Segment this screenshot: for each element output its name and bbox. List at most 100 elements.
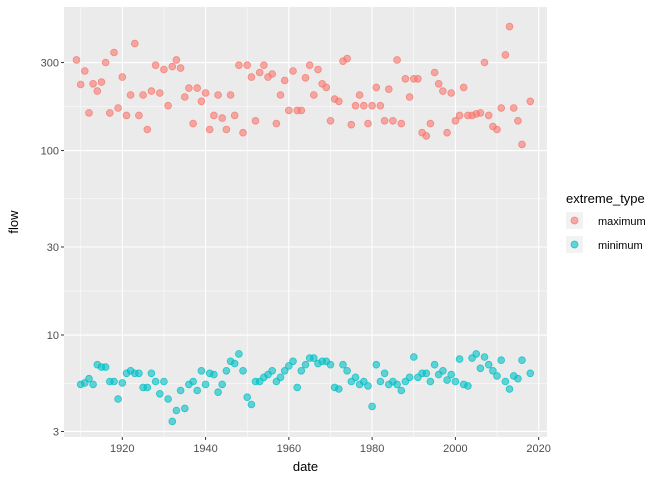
point-minimum [218,380,227,389]
point-maximum [205,125,214,134]
point-minimum [426,377,435,386]
point-maximum [93,87,102,95]
point-minimum [276,373,285,382]
point-minimum [326,360,335,369]
point-minimum [172,406,181,415]
point-maximum [131,39,139,48]
point-minimum [514,374,522,383]
point-maximum [193,84,202,92]
point-minimum [239,366,247,375]
y-axis: 3 10 30 100 300 [41,58,64,438]
point-maximum [343,54,351,63]
point-maximum [147,87,156,95]
point-minimum [480,353,489,361]
point-maximum [439,87,447,95]
point-maximum [168,62,177,71]
point-maximum [197,97,206,106]
point-maximum [351,101,360,110]
point-maximum [397,119,406,128]
point-minimum [284,362,293,370]
point-maximum [135,111,143,120]
point-maximum [126,91,135,99]
grid-major [64,7,547,437]
point-maximum [85,109,93,117]
point-maximum [272,119,281,128]
point-maximum [364,119,372,128]
point-minimum [455,355,464,363]
point-minimum [526,369,535,378]
point-minimum [393,380,401,389]
point-maximum [434,80,443,88]
point-minimum [443,376,451,384]
point-maximum [143,125,152,134]
x-axis-title: date [293,459,318,474]
point-maximum [176,64,185,72]
point-maximum [222,125,231,134]
point-maximum [526,97,535,106]
point-maximum [97,78,106,86]
point-maximum [359,101,368,110]
point-maximum [214,91,222,99]
point-minimum [143,383,152,392]
point-maximum [476,109,485,117]
point-maximum [110,48,118,57]
point-minimum [422,369,431,378]
point-maximum [118,73,127,81]
point-maximum [384,85,393,93]
point-maximum [255,68,264,77]
point-maximum [422,132,431,140]
x-tick-label: 2020 [526,443,550,455]
point-maximum [426,119,435,128]
point-minimum [464,382,472,390]
point-minimum [164,395,172,403]
point-minimum [181,404,189,413]
point-minimum [334,385,343,393]
point-minimum [151,377,160,386]
y-tick-label: 30 [47,242,59,254]
point-maximum [276,91,285,99]
point-maximum [164,101,172,110]
point-maximum [247,73,256,81]
point-maximum [181,93,189,101]
point-minimum [493,372,501,380]
point-maximum [401,75,410,83]
point-minimum [309,354,318,362]
point-maximum [189,119,197,128]
point-minimum [193,386,202,395]
point-minimum [230,359,239,368]
point-maximum [101,58,110,67]
point-maximum [218,114,227,122]
point-maximum [355,91,364,99]
point-minimum [297,366,306,375]
point-maximum [260,61,268,69]
point-minimum [430,360,439,369]
y-tick-label: 300 [41,58,59,70]
point-maximum [455,111,464,120]
point-maximum [268,70,277,78]
point-minimum [472,350,481,358]
point-maximum [497,104,506,112]
legend-marker-minimum [570,240,579,249]
point-maximum [72,56,81,64]
point-maximum [81,67,89,75]
point-minimum [351,373,360,382]
point-maximum [289,67,297,75]
point-maximum [172,56,181,64]
point-minimum [247,400,256,409]
point-minimum [168,417,177,426]
point-maximum [389,117,397,125]
point-minimum [268,366,277,375]
point-minimum [343,366,351,375]
point-minimum [222,366,231,375]
y-axis-title: flow [6,210,21,234]
point-minimum [135,369,143,378]
x-tick-label: 1940 [193,443,217,455]
point-minimum [451,377,460,386]
point-minimum [197,366,206,375]
point-minimum [235,350,243,358]
point-maximum [326,117,335,125]
point-minimum [501,377,510,386]
point-maximum [122,111,131,120]
point-maximum [284,106,293,115]
